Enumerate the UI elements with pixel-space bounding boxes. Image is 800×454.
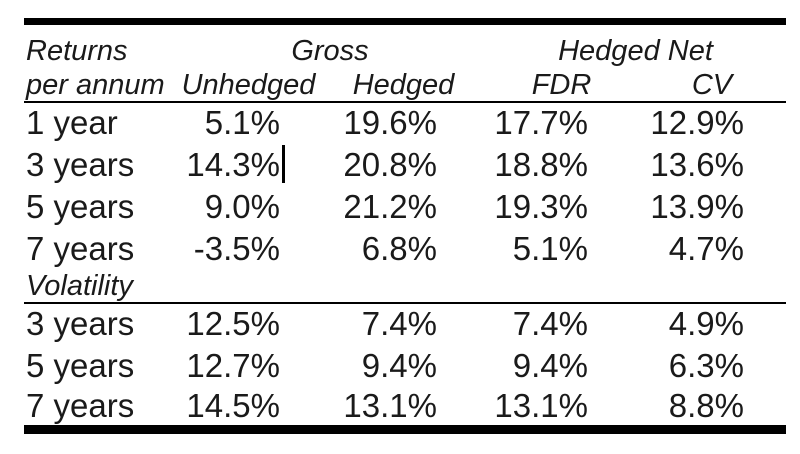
table-row-returns-5years: 5 years 9.0% 21.2% 19.3% 13.9% <box>24 186 786 228</box>
empty-cell <box>638 270 786 305</box>
cell-value[interactable]: 18.8% <box>494 145 588 183</box>
header-group-gross[interactable]: Gross <box>291 34 369 67</box>
cell-value[interactable]: 13.6% <box>650 145 744 183</box>
cell-value[interactable]: 21.2% <box>343 187 437 225</box>
section-row-volatility: Volatility <box>24 270 786 305</box>
table-row-volatility-7years: 7 years 14.5% 13.1% 13.1% 8.8% <box>24 387 786 429</box>
section-label-volatility[interactable]: Volatility <box>24 270 175 305</box>
cell-value[interactable]: -3.5% <box>193 229 280 267</box>
header-per-annum[interactable]: per annum <box>24 67 175 103</box>
edited-value-wrap: 14.3% <box>186 144 285 184</box>
table-row-volatility-3years: 3 years 12.5% 7.4% 7.4% 4.9% <box>24 303 786 345</box>
cell-value[interactable]: 7.4% <box>512 305 588 343</box>
cell-value[interactable]: 6.8% <box>361 229 437 267</box>
cell-value[interactable]: 4.7% <box>668 229 744 267</box>
table-row-volatility-5years: 5 years 12.7% 9.4% 9.4% 6.3% <box>24 345 786 387</box>
cell-value[interactable]: 13.1% <box>343 386 437 424</box>
cell-value[interactable]: 9.4% <box>512 346 588 384</box>
cell-label[interactable]: 5 years <box>26 346 135 384</box>
empty-cell <box>485 270 638 305</box>
empty-cell <box>322 270 485 305</box>
cell-value[interactable]: 13.9% <box>650 187 744 225</box>
cell-value[interactable]: 4.9% <box>668 305 744 343</box>
cell-value[interactable]: 19.3% <box>494 187 588 225</box>
cell-value[interactable]: 8.8% <box>668 386 744 424</box>
cell-value[interactable]: 6.3% <box>668 346 744 384</box>
col-header-unhedged[interactable]: Unhedged <box>175 67 322 103</box>
table-row-returns-3years: 3 years 14.3% 20.8% 18.8% 13.6% <box>24 144 786 186</box>
cell-value[interactable]: 12.9% <box>650 104 744 142</box>
cell-value[interactable]: 13.1% <box>494 386 588 424</box>
cell-value[interactable]: 14.3% <box>175 144 322 186</box>
cell-label[interactable]: 5 years <box>26 187 135 225</box>
header-row-groups: Returns Gross Hedged Net <box>24 22 786 68</box>
cell-value[interactable]: 12.5% <box>186 305 280 343</box>
header-returns[interactable]: Returns <box>26 34 128 67</box>
cell-value[interactable]: 17.7% <box>494 104 588 142</box>
returns-volatility-table: Returns Gross Hedged Net per annum Unhed… <box>24 18 786 434</box>
col-header-cv[interactable]: CV <box>638 67 786 103</box>
cell-value[interactable]: 5.1% <box>204 104 280 142</box>
cell-value-text[interactable]: 14.3% <box>186 145 280 183</box>
col-header-hedged[interactable]: Hedged <box>322 67 485 103</box>
text-cursor <box>282 144 285 183</box>
header-row-columns: per annum Unhedged Hedged FDR CV <box>24 67 786 103</box>
table-row-returns-7years: 7 years -3.5% 6.8% 5.1% 4.7% <box>24 228 786 270</box>
table-row-returns-1year: 1 year 5.1% 19.6% 17.7% 12.9% <box>24 102 786 144</box>
cell-value[interactable]: 9.4% <box>361 346 437 384</box>
cell-label[interactable]: 1 year <box>26 104 118 142</box>
cell-value[interactable]: 20.8% <box>343 145 437 183</box>
cell-label[interactable]: 7 years <box>26 386 135 424</box>
cell-label[interactable]: 3 years <box>26 145 135 183</box>
cell-value[interactable]: 19.6% <box>343 104 437 142</box>
col-header-fdr[interactable]: FDR <box>485 67 638 103</box>
cell-value[interactable]: 12.7% <box>186 346 280 384</box>
cell-value[interactable]: 9.0% <box>204 187 280 225</box>
cell-value[interactable]: 7.4% <box>361 305 437 343</box>
cell-label[interactable]: 7 years <box>26 229 135 267</box>
cell-value[interactable]: 5.1% <box>512 229 588 267</box>
cell-value[interactable]: 14.5% <box>186 386 280 424</box>
header-group-hedged-net[interactable]: Hedged Net <box>558 34 713 67</box>
cell-label[interactable]: 3 years <box>26 305 135 343</box>
empty-cell <box>175 270 322 305</box>
